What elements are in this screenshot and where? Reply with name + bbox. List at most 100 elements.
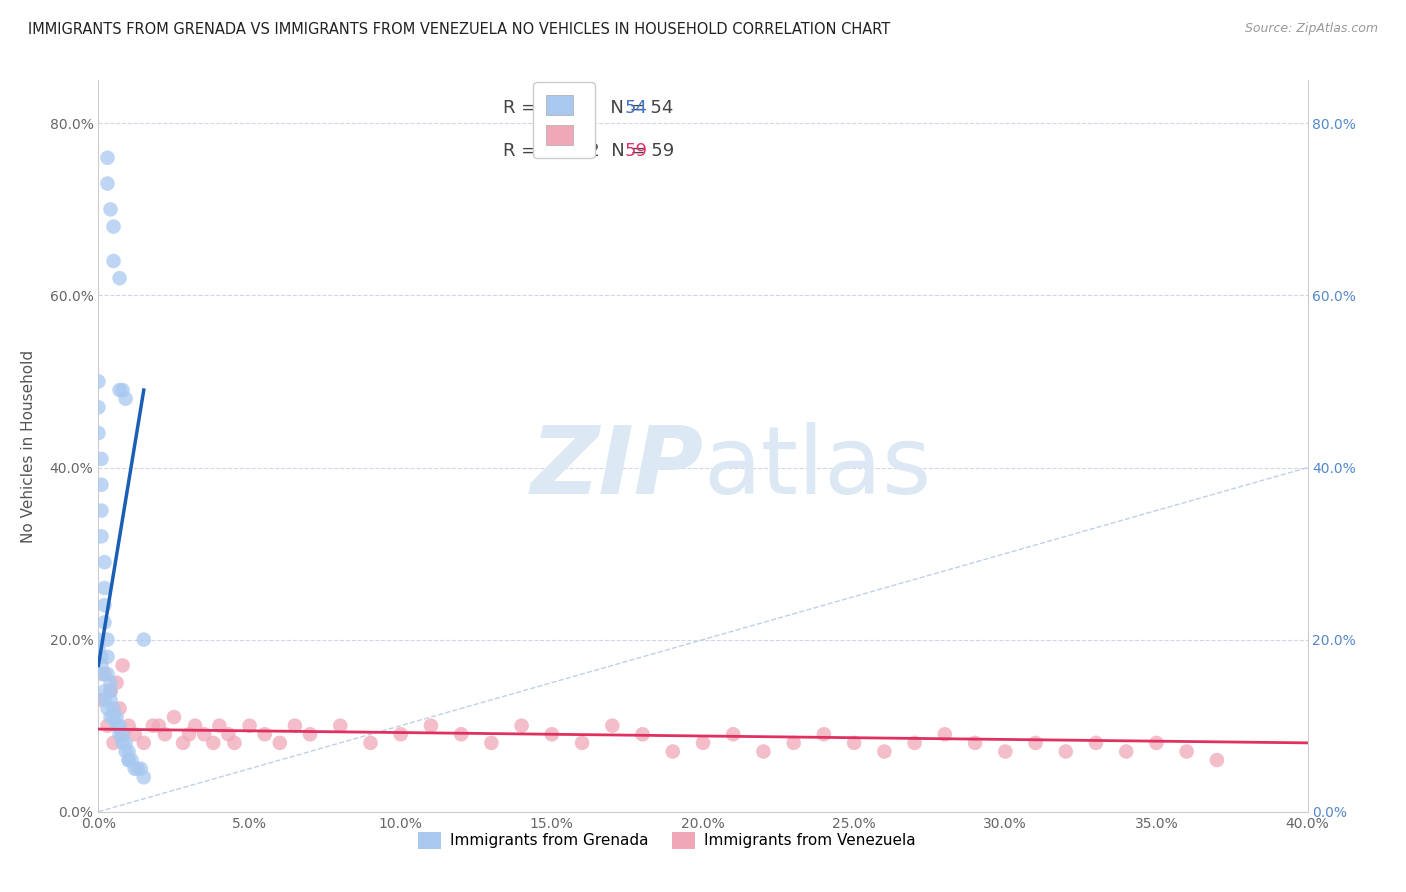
- Point: [93, 598, 115, 612]
- Point: [90, 477, 112, 491]
- Point: [100, 684, 122, 698]
- Text: 0.360: 0.360: [543, 99, 595, 117]
- Point: [93, 615, 115, 630]
- Point: [661, 744, 683, 758]
- Point: [108, 719, 131, 733]
- Point: [813, 727, 835, 741]
- Point: [481, 736, 503, 750]
- Point: [90, 503, 112, 517]
- Point: [420, 719, 443, 733]
- Point: [179, 727, 201, 741]
- Point: [87, 375, 110, 389]
- Point: [148, 719, 170, 733]
- Point: [172, 736, 194, 750]
- Point: [692, 736, 714, 750]
- Point: [360, 736, 382, 750]
- Point: [129, 762, 152, 776]
- Point: [965, 736, 987, 750]
- Point: [90, 451, 112, 466]
- Point: [87, 693, 110, 707]
- Point: [96, 151, 118, 165]
- Point: [631, 727, 654, 741]
- Text: -0.112: -0.112: [536, 143, 593, 161]
- Point: [184, 719, 207, 733]
- Point: [934, 727, 956, 741]
- Point: [1144, 736, 1167, 750]
- Point: [118, 719, 141, 733]
- Point: [108, 701, 131, 715]
- Point: [1206, 753, 1229, 767]
- Text: IMMIGRANTS FROM GRENADA VS IMMIGRANTS FROM VENEZUELA NO VEHICLES IN HOUSEHOLD CO: IMMIGRANTS FROM GRENADA VS IMMIGRANTS FR…: [28, 22, 890, 37]
- Point: [103, 219, 125, 234]
- Point: [132, 770, 155, 784]
- Point: [132, 736, 155, 750]
- Point: [103, 736, 125, 750]
- Point: [723, 727, 745, 741]
- Point: [124, 727, 146, 741]
- Point: [224, 736, 246, 750]
- Text: atlas: atlas: [703, 422, 931, 514]
- Point: [103, 710, 125, 724]
- Point: [111, 727, 134, 741]
- Point: [132, 632, 155, 647]
- Point: [87, 426, 110, 441]
- Point: [1175, 744, 1198, 758]
- Point: [284, 719, 307, 733]
- Point: [87, 632, 110, 647]
- Point: [111, 736, 134, 750]
- Point: [90, 667, 112, 681]
- Point: [118, 753, 141, 767]
- Point: [100, 684, 122, 698]
- Point: [103, 701, 125, 715]
- Point: [96, 632, 118, 647]
- Point: [124, 762, 146, 776]
- Point: [752, 744, 775, 758]
- Point: [571, 736, 593, 750]
- Text: Source: ZipAtlas.com: Source: ZipAtlas.com: [1244, 22, 1378, 36]
- Point: [105, 710, 128, 724]
- Point: [994, 744, 1017, 758]
- Text: R = 0.360   N = 54: R = 0.360 N = 54: [503, 99, 673, 117]
- Point: [90, 649, 112, 664]
- Y-axis label: No Vehicles in Household: No Vehicles in Household: [21, 350, 35, 542]
- Point: [108, 383, 131, 397]
- Point: [163, 710, 186, 724]
- Point: [202, 736, 225, 750]
- Point: [93, 581, 115, 595]
- Point: [90, 529, 112, 543]
- Text: 59: 59: [624, 143, 647, 161]
- Point: [114, 736, 136, 750]
- Point: [87, 641, 110, 656]
- Point: [193, 727, 215, 741]
- Point: [100, 675, 122, 690]
- Point: [93, 555, 115, 569]
- Point: [1115, 744, 1137, 758]
- Point: [329, 719, 352, 733]
- Point: [208, 719, 231, 733]
- Point: [93, 684, 115, 698]
- Legend: Immigrants from Grenada, Immigrants from Venezuela: Immigrants from Grenada, Immigrants from…: [412, 825, 921, 855]
- Point: [540, 727, 562, 741]
- Point: [96, 719, 118, 733]
- Point: [239, 719, 262, 733]
- Point: [127, 762, 149, 776]
- Point: [873, 744, 896, 758]
- Point: [142, 719, 165, 733]
- Point: [389, 727, 412, 741]
- Point: [118, 744, 141, 758]
- Point: [1024, 736, 1046, 750]
- Point: [93, 667, 115, 681]
- Point: [450, 727, 472, 741]
- Point: [153, 727, 176, 741]
- Point: [93, 693, 115, 707]
- Point: [108, 727, 131, 741]
- Point: [253, 727, 276, 741]
- Point: [602, 719, 624, 733]
- Point: [111, 658, 134, 673]
- Point: [108, 271, 131, 285]
- Point: [96, 177, 118, 191]
- Point: [299, 727, 322, 741]
- Point: [100, 693, 122, 707]
- Point: [904, 736, 927, 750]
- Point: [96, 649, 118, 664]
